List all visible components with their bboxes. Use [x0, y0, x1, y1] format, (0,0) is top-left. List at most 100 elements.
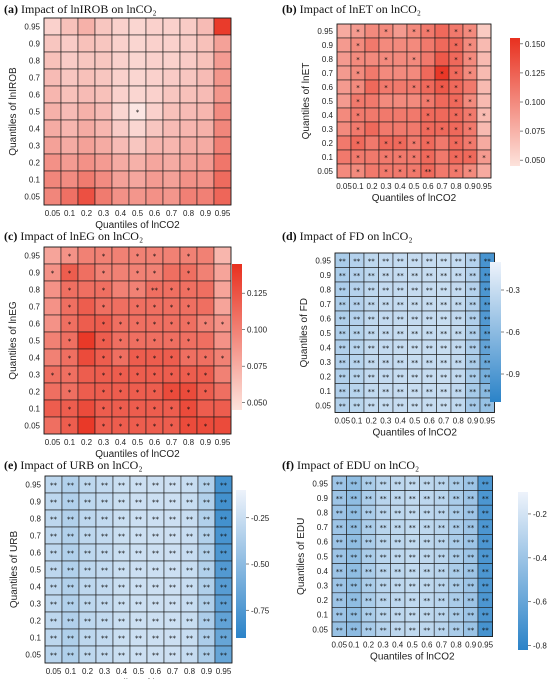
- heatmap-cell: [336, 163, 352, 179]
- significance-star: *: [468, 112, 472, 120]
- significance-star: **: [101, 652, 109, 660]
- x-tick-label: 0.5: [132, 438, 144, 447]
- heatmap-cell: [145, 102, 164, 121]
- significance-star: **: [438, 524, 446, 532]
- significance-star: **: [438, 480, 446, 488]
- significance-star: *: [221, 321, 225, 329]
- significance-star: **: [203, 516, 211, 524]
- significance-star: *: [136, 355, 140, 363]
- heatmap-cell: [128, 34, 147, 53]
- significance-star: **: [453, 583, 461, 591]
- y-tick-label: 0.7: [320, 300, 332, 309]
- significance-star: *: [356, 98, 360, 106]
- significance-star: **: [203, 652, 211, 660]
- significance-star: **: [394, 553, 402, 561]
- heatmap-cell: [77, 51, 96, 70]
- heatmap-cell: [111, 153, 130, 172]
- significance-star: *: [356, 154, 360, 162]
- x-tick-label: 0.6: [149, 209, 161, 218]
- significance-star: **: [152, 652, 160, 660]
- significance-star: **: [482, 480, 490, 488]
- significance-star: **: [411, 301, 419, 309]
- significance-star: **: [336, 612, 344, 620]
- significance-star: *: [153, 406, 157, 414]
- y-tick-label: 0.5: [320, 329, 332, 338]
- x-tick-label: 0.2: [81, 209, 93, 218]
- y-tick-label: 0.4: [30, 583, 42, 592]
- significance-star: **: [50, 550, 58, 558]
- heatmap-cell: [434, 93, 450, 109]
- heatmap-cell: [213, 331, 232, 350]
- heatmap-cell: [179, 170, 198, 189]
- heatmap-cell: [196, 153, 215, 172]
- significance-star: **: [135, 533, 143, 541]
- significance-star: **: [365, 495, 373, 503]
- panel-title: (b) Impact of lnET on lnCO₂: [282, 2, 421, 16]
- significance-star: **: [118, 499, 126, 507]
- heatmap-cell: [145, 17, 164, 36]
- significance-star: **: [203, 635, 211, 643]
- significance-star: **: [484, 402, 492, 410]
- significance-star: *: [136, 321, 140, 329]
- significance-star: **: [438, 626, 446, 634]
- significance-star: *: [153, 355, 157, 363]
- y-tick-label: 0.6: [29, 91, 41, 100]
- colorbar-tick-label: -0.8: [533, 642, 547, 651]
- significance-star: **: [484, 330, 492, 338]
- x-tick-label: 0.2: [366, 182, 378, 191]
- heatmap-cell: [213, 246, 232, 265]
- heatmap-cell: [94, 102, 113, 121]
- significance-star: *: [204, 389, 208, 397]
- heatmap-cell: [179, 102, 198, 121]
- significance-star: **: [440, 402, 448, 410]
- heatmap-cell: [60, 85, 79, 104]
- significance-star: *: [187, 423, 191, 431]
- y-tick-label: 0.2: [29, 159, 41, 168]
- heatmap-cell: [378, 65, 394, 81]
- panel-title-text: Impact of EDU on lnCO₂: [297, 458, 419, 472]
- significance-star: **: [368, 301, 376, 309]
- significance-star: **: [482, 583, 490, 591]
- significance-star: *: [136, 270, 140, 278]
- significance-star: **: [426, 330, 434, 338]
- significance-star: **: [336, 495, 344, 503]
- significance-star: **: [467, 612, 475, 620]
- x-tick-label: 0.1: [351, 417, 363, 426]
- significance-star: **: [409, 568, 417, 576]
- x-tick-label: 0.5: [133, 667, 145, 676]
- y-tick-label: 0.9: [30, 498, 42, 507]
- significance-star: **: [426, 315, 434, 323]
- significance-star: **: [482, 553, 490, 561]
- colorbar-tick-label: -0.2: [533, 510, 547, 519]
- heatmap-cell: [336, 23, 352, 39]
- heatmap-cell: [476, 65, 492, 81]
- significance-star: *: [468, 168, 472, 176]
- significance-star: **: [169, 516, 177, 524]
- significance-star: **: [152, 584, 160, 592]
- significance-star: **: [84, 482, 92, 490]
- heatmap-cell: [77, 68, 96, 87]
- x-tick-label: 0.05: [45, 209, 61, 218]
- significance-star: **: [440, 286, 448, 294]
- heatmap-cell: [94, 17, 113, 36]
- y-tick-label: 0.8: [322, 55, 334, 64]
- y-tick-label: 0.8: [29, 57, 41, 66]
- x-tick-label: 0.95: [215, 438, 231, 447]
- significance-star: **: [469, 330, 477, 338]
- heatmap-cell: [145, 85, 164, 104]
- significance-star: **: [455, 388, 463, 396]
- significance-star: *: [412, 140, 416, 148]
- x-tick-label: 0.9: [200, 438, 212, 447]
- heatmap-cell: [364, 149, 380, 165]
- heatmap-cell: [196, 102, 215, 121]
- significance-star: **: [438, 510, 446, 518]
- significance-star: *: [468, 42, 472, 50]
- significance-star: *: [102, 270, 106, 278]
- significance-star: **: [453, 539, 461, 547]
- significance-star: **: [467, 524, 475, 532]
- heatmap-cell: [43, 68, 62, 87]
- significance-star: *: [426, 112, 430, 120]
- significance-star: **: [467, 583, 475, 591]
- significance-star: **: [50, 516, 58, 524]
- heatmap-cell: [434, 37, 450, 53]
